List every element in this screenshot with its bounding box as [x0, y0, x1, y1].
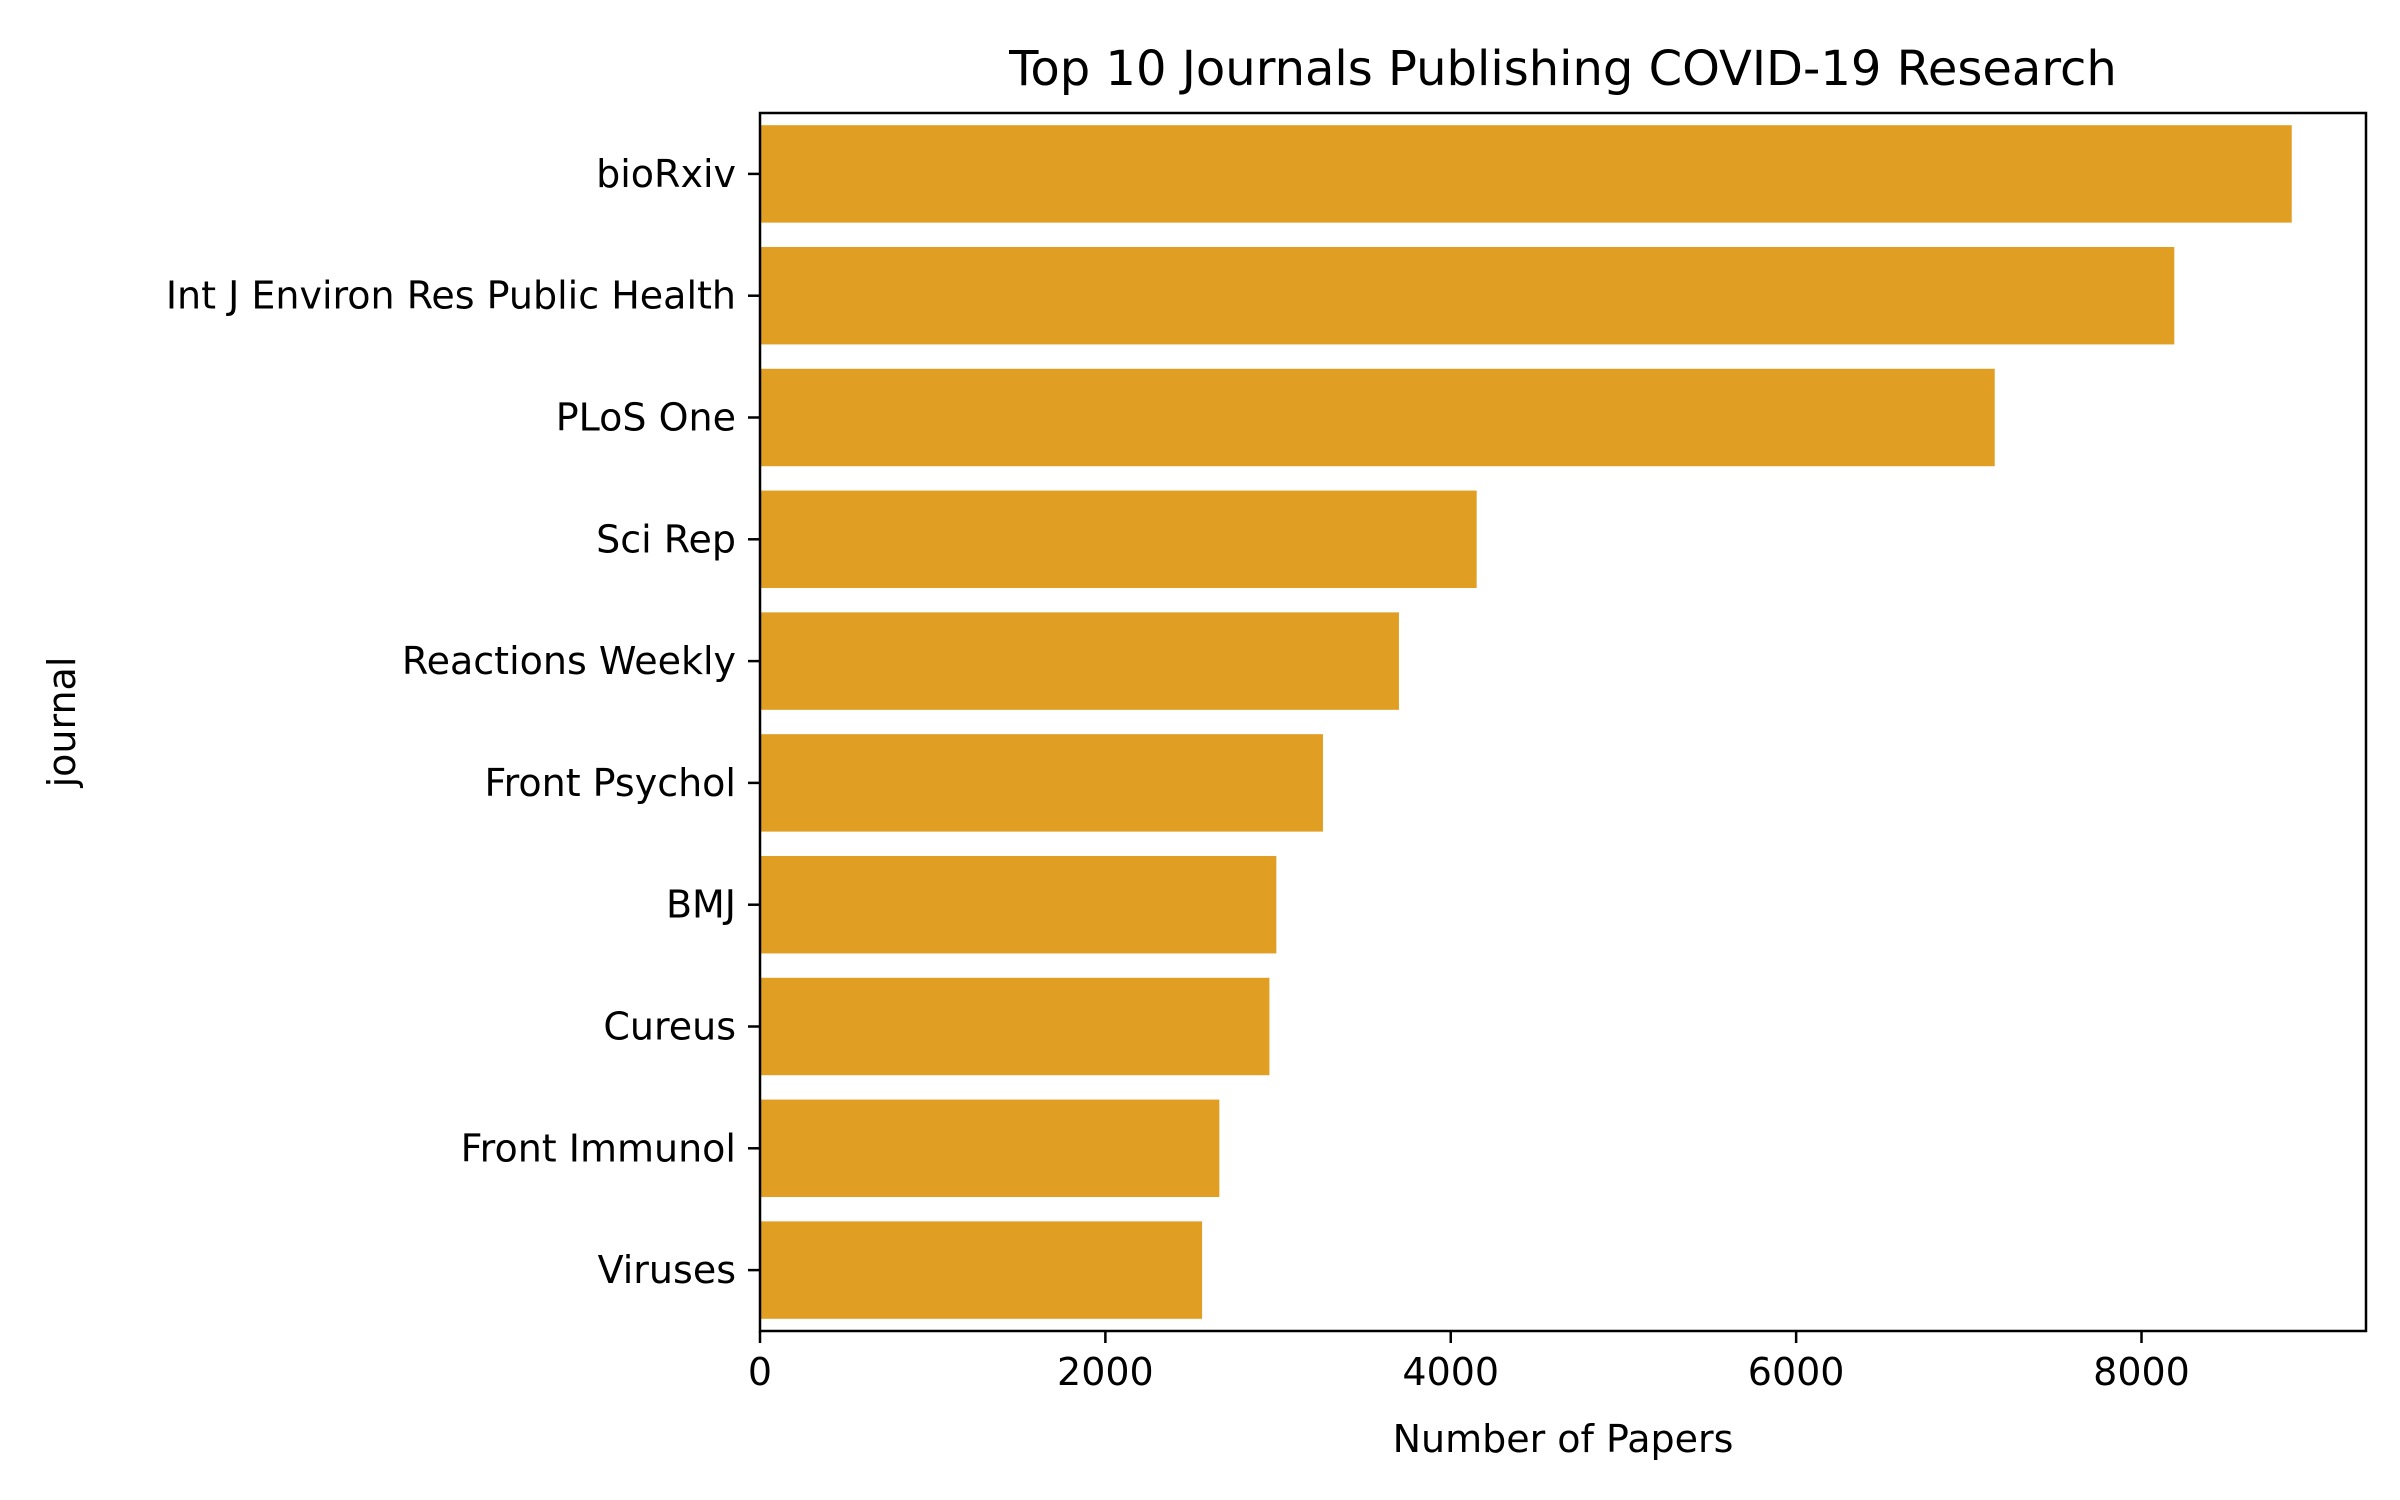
- x-axis-ticks: 0 2000 4000 6000 8000: [748, 1331, 2190, 1394]
- x-tick-label: 2000: [1057, 1350, 1154, 1394]
- y-axis-ticks: bioRxiv Int J Environ Res Public Health PL…: [166, 152, 760, 1292]
- y-tick-label: BMJ: [666, 883, 736, 927]
- x-tick-label: 0: [748, 1350, 772, 1394]
- y-tick-label: Int J Environ Res Public Health: [166, 274, 736, 318]
- x-tick-label: 8000: [2093, 1350, 2190, 1394]
- bar: [760, 246, 2175, 345]
- chart-title: Top 10 Journals Publishing COVID-19 Rese…: [1008, 41, 2117, 97]
- y-tick-label: PLoS One: [556, 396, 736, 440]
- y-tick-label: Reactions Weekly: [402, 639, 736, 683]
- y-tick-label: Sci Rep: [596, 517, 736, 561]
- bar-group: [760, 125, 2292, 1319]
- bar: [760, 1099, 1220, 1198]
- plot-frame: [758, 111, 2368, 1333]
- y-tick-label: Viruses: [598, 1248, 736, 1292]
- bar: [760, 1221, 1203, 1319]
- bar: [760, 734, 1323, 832]
- y-tick-label: bioRxiv: [596, 152, 736, 196]
- x-axis-label: Number of Papers: [1393, 1417, 1734, 1461]
- x-tick-label: 4000: [1402, 1350, 1499, 1394]
- bar: [760, 368, 1995, 467]
- bar: [760, 612, 1399, 710]
- y-axis-label: journal: [40, 657, 84, 789]
- bar: [760, 855, 1277, 954]
- bar: [760, 125, 2292, 223]
- x-tick-label: 6000: [1748, 1350, 1845, 1394]
- y-tick-label: Cureus: [603, 1005, 736, 1049]
- bar: [760, 490, 1477, 589]
- y-tick-label: Front Immunol: [461, 1126, 736, 1170]
- bar: [760, 977, 1270, 1076]
- y-tick-label: Front Psychol: [484, 761, 736, 805]
